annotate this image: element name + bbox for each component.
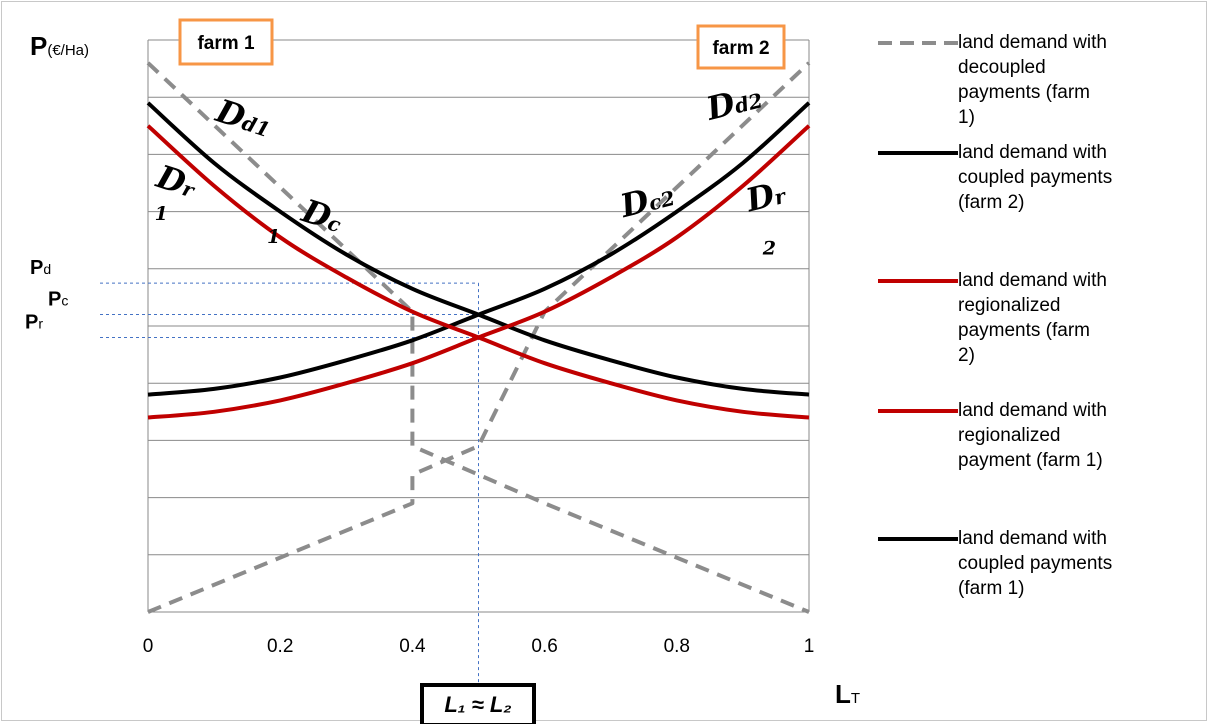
x-tick-label: 0.2 (267, 636, 293, 657)
price-label-main: P (48, 289, 61, 311)
legend-swatch-black (878, 537, 958, 541)
series-line (147, 61, 811, 614)
legend-line: land demand with (958, 528, 1107, 549)
legend-swatch-black (878, 151, 958, 155)
legend-line: land demand with (958, 400, 1107, 421)
price-label-sub: c (61, 293, 68, 309)
price-label-main: P (30, 257, 43, 279)
legend-label: land demand with coupled payments (farm … (958, 140, 1158, 215)
legend-label: land demand with regionalized payment (f… (958, 398, 1158, 473)
curve-label: Dd2 (702, 77, 766, 128)
legend-line: payments (farm (958, 82, 1090, 103)
legend-line: (farm 1) (958, 578, 1025, 599)
farm2-box (696, 24, 786, 70)
x-tick-label: 0.8 (664, 636, 690, 657)
curve-label-main: D (702, 84, 739, 128)
curve-label: Dd1 (211, 91, 277, 145)
legend-line: (farm 2) (958, 192, 1025, 213)
legend-line: 1) (958, 107, 975, 128)
farm1-box (178, 18, 274, 66)
x-tick-label: 0 (143, 636, 154, 657)
curve-label-sub: c2 (646, 186, 677, 216)
legend-label: land demand with coupled payments (farm … (958, 526, 1158, 601)
price-label-sub: r (38, 315, 43, 331)
curve-label-fragment: 2 (762, 238, 776, 260)
x-tick-label: 1 (804, 636, 815, 657)
curve-label-main: D (741, 176, 778, 220)
legend-line: coupled payments (958, 553, 1113, 574)
legend-line: regionalized (958, 425, 1061, 446)
legend-line: land demand with (958, 142, 1107, 163)
series-line (147, 124, 811, 420)
series-line (147, 101, 811, 397)
legend-line: land demand with (958, 270, 1107, 291)
y-axis-label-main: P (30, 31, 47, 61)
legend-line: 2) (958, 345, 975, 366)
legend-label: land demand with decoupled payments (far… (958, 30, 1158, 130)
x-axis-label-sub: T (851, 690, 860, 707)
x-axis-label: LT (835, 679, 860, 709)
price-label: Pr (25, 311, 43, 333)
curve-label-sub: d2 (732, 88, 765, 118)
legend-swatch-red (878, 279, 958, 283)
curve-label: Dc (297, 191, 348, 240)
legend-swatch-red (878, 409, 958, 413)
x-axis-label-main: L (835, 679, 851, 709)
price-label-main: P (25, 311, 38, 333)
legend-swatch-dashed-gray (878, 41, 958, 45)
equilibrium-box (420, 683, 536, 724)
x-tick-label: 0.6 (531, 636, 557, 657)
farm1-label: farm 1 (197, 33, 254, 54)
legend-line: payment (farm 1) (958, 450, 1103, 471)
legend-line: coupled payments (958, 167, 1113, 188)
legend-line: payments (farm (958, 320, 1090, 341)
y-axis-label: P(€/Ha) (30, 31, 89, 61)
curve-label-sub: d1 (239, 111, 273, 142)
curve-label-fragment: 1 (267, 226, 280, 248)
price-label: Pd (30, 257, 51, 279)
y-axis-label-unit: (€/Ha) (47, 42, 89, 59)
curve-label-fragment: 1 (155, 203, 168, 225)
x-tick-label: 0.4 (399, 636, 426, 657)
farm2-label: farm 2 (712, 38, 769, 59)
equilibrium-label: L₁ ≈ L₂ (444, 692, 511, 717)
legend-line: regionalized (958, 295, 1061, 316)
price-label: Pc (48, 289, 68, 311)
legend-line: land demand with (958, 32, 1107, 53)
curve-label: Dr (151, 157, 201, 206)
price-label-sub: d (43, 261, 51, 277)
curve-label-main: D (616, 181, 653, 225)
legend-label: land demand with regionalized payments (… (958, 268, 1158, 368)
legend-line: decoupled (958, 57, 1046, 78)
